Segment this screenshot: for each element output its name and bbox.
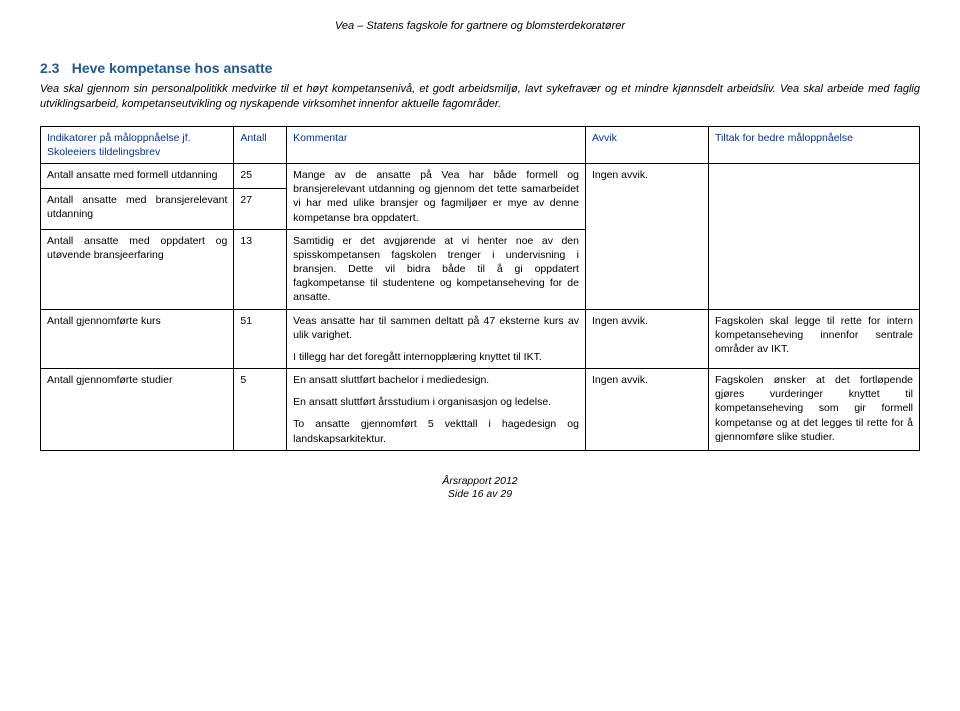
cell-tiltak: Fagskolen skal legge til rette for inter… [709,309,920,369]
cell-antall: 51 [234,309,287,369]
table-row: Antall gjennomførte studier 5 En ansatt … [41,369,920,451]
cell-avvik: Ingen avvik. [585,309,708,369]
para: En ansatt sluttført årsstudium i organis… [293,395,579,409]
cell-avvik: Ingen avvik. [585,164,708,310]
cell-indicator: Antall ansatte med oppdatert og utøvende… [41,229,234,309]
para: To ansatte gjennomført 5 vekttall i hage… [293,417,579,445]
col-header-avvik: Avvik [585,126,708,163]
cell-tiltak [709,164,920,310]
footer-line-2: Side 16 av 29 [40,488,920,502]
cell-indicator: Antall ansatte med formell utdanning [41,164,234,189]
section-number: 2.3 [40,60,59,76]
footer-line-1: Årsrapport 2012 [40,475,920,489]
cell-kommentar: Mange av de ansatte på Vea har både form… [287,164,586,230]
col-header-indikatorer: Indikatorer på måloppnåelse jf. Skoleeie… [41,126,234,163]
doc-header: Vea – Statens fagskole for gartnere og b… [40,20,920,32]
table-header-row: Indikatorer på måloppnåelse jf. Skoleeie… [41,126,920,163]
cell-antall: 25 [234,164,287,189]
table-row: Antall ansatte med formell utdanning 25 … [41,164,920,189]
para: I tillegg har det foregått internopplæri… [293,350,579,364]
cell-avvik: Ingen avvik. [585,369,708,451]
competence-table: Indikatorer på måloppnåelse jf. Skoleeie… [40,126,920,451]
section-intro: Vea skal gjennom sin personalpolitikk me… [40,82,920,112]
cell-kommentar: En ansatt sluttført bachelor i mediedesi… [287,369,586,451]
page-footer: Årsrapport 2012 Side 16 av 29 [40,475,920,502]
section-title: Heve kompetanse hos ansatte [72,60,273,76]
col-header-tiltak: Tiltak for bedre måloppnåelse [709,126,920,163]
cell-tiltak: Fagskolen ønsker at det fortløpende gjør… [709,369,920,451]
cell-kommentar: Samtidig er det avgjørende at vi henter … [287,229,586,309]
col-header-antall: Antall [234,126,287,163]
cell-indicator: Antall gjennomførte kurs [41,309,234,369]
cell-antall: 13 [234,229,287,309]
col-header-kommentar: Kommentar [287,126,586,163]
cell-kommentar: Veas ansatte har til sammen deltatt på 4… [287,309,586,369]
cell-antall: 27 [234,189,287,230]
section-heading: 2.3 Heve kompetanse hos ansatte [40,60,920,76]
cell-indicator: Antall gjennomførte studier [41,369,234,451]
para: En ansatt sluttført bachelor i mediedesi… [293,373,579,387]
cell-antall: 5 [234,369,287,451]
para: Veas ansatte har til sammen deltatt på 4… [293,314,579,342]
cell-indicator: Antall ansatte med bransjerelevant utdan… [41,189,234,230]
table-row: Antall gjennomførte kurs 51 Veas ansatte… [41,309,920,369]
